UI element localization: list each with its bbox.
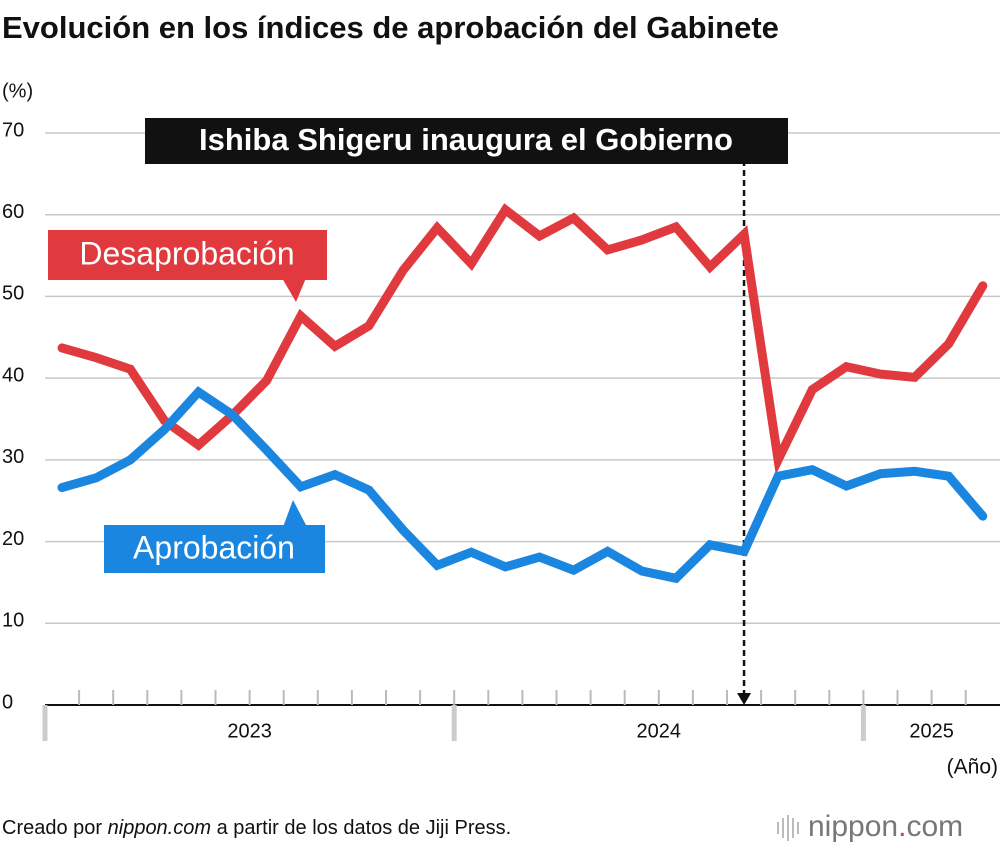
y-tick-label: 30 (2, 446, 24, 468)
brand-name: nippon (808, 810, 898, 843)
event-arrow (737, 693, 752, 705)
y-tick-label: 10 (2, 610, 24, 632)
year-label: 2023 (227, 720, 272, 742)
year-label: 2024 (637, 720, 682, 742)
legend-box (104, 525, 325, 573)
source: Creado por nippon.com a partir de los da… (2, 817, 511, 839)
chart-title: Evolución en los índices de aprobación d… (2, 10, 779, 45)
annotation: Ishiba Shigeru inaugura el Gobierno (199, 122, 733, 157)
annotation-box (145, 118, 788, 164)
year-label: 2025 (909, 720, 954, 742)
brand-logo: nippon.com (777, 810, 963, 843)
logo-icon (777, 815, 799, 841)
y-tick-label: 50 (2, 283, 24, 305)
legend-pointer (283, 500, 307, 527)
legend-label: Desaprobación (79, 235, 294, 271)
source-suffix: a partir de los datos de Jiji Press. (211, 817, 511, 839)
legend-label: Aprobación (133, 529, 295, 565)
y-axis-label: (%) (2, 80, 33, 102)
y-tick-label: 20 (2, 528, 24, 550)
source-prefix: Creado por (2, 817, 108, 839)
x-axis-label: (Año) (947, 756, 998, 779)
y-tick-label: 40 (2, 364, 24, 386)
y-tick-label: 0 (2, 691, 13, 713)
brand: nippon.com (808, 810, 963, 843)
series-line (57, 203, 988, 475)
legend-pointer (282, 278, 306, 302)
y-tick-label: 70 (2, 119, 24, 141)
y-tick-label: 60 (2, 201, 24, 223)
brand-dot: . (898, 810, 906, 843)
legend-box (48, 230, 327, 280)
series-line (57, 386, 988, 584)
brand-tld: com (906, 810, 963, 843)
source-site: nippon.com (108, 817, 211, 839)
